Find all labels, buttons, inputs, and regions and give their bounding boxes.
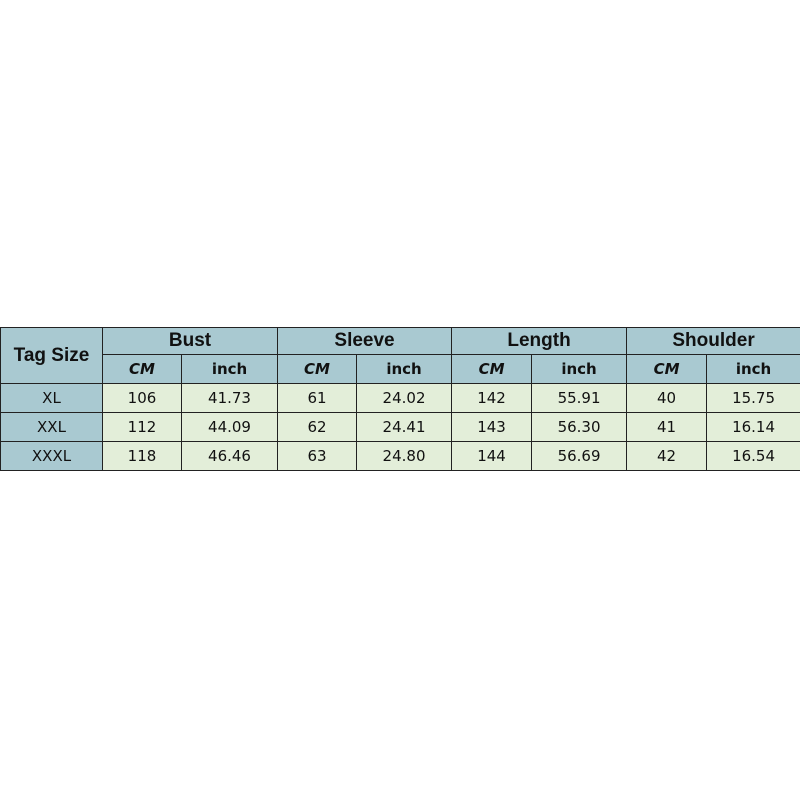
unit-inch-header: inch: [531, 354, 628, 384]
size-cell: XL: [0, 383, 103, 413]
value-cell: 63: [277, 441, 358, 471]
value-cell: 46.46: [180, 441, 279, 471]
unit-cm-header: CM: [102, 354, 182, 384]
unit-cm-header: CM: [451, 354, 533, 384]
value-cell: 56.69: [531, 441, 628, 471]
shoulder-header: Shoulder: [626, 327, 800, 355]
tag-size-header: Tag Size: [0, 327, 103, 384]
table-row: XL 106 41.73 61 24.02 142 55.91 40 15.75: [0, 383, 800, 413]
value-cell: 55.91: [531, 383, 628, 413]
unit-inch-header: inch: [180, 354, 279, 384]
value-cell: 15.75: [706, 383, 800, 413]
value-cell: 41.73: [180, 383, 279, 413]
value-cell: 56.30: [531, 412, 628, 442]
value-cell: 16.14: [706, 412, 800, 442]
value-cell: 112: [102, 412, 182, 442]
value-cell: 24.02: [356, 383, 453, 413]
bust-header: Bust: [101, 327, 279, 355]
value-cell: 24.41: [356, 412, 453, 442]
value-cell: 24.80: [356, 441, 453, 471]
size-cell: XXXL: [0, 441, 103, 471]
value-cell: 118: [102, 441, 182, 471]
unit-cm-header: CM: [626, 354, 708, 384]
value-cell: 144: [451, 441, 533, 471]
unit-inch-header: inch: [356, 354, 453, 384]
unit-cm-header: CM: [277, 354, 358, 384]
size-cell: XXL: [0, 412, 103, 442]
size-chart-table: Tag Size Bust Sleeve Length Shoulder CM …: [0, 327, 800, 471]
value-cell: 142: [451, 383, 533, 413]
value-cell: 42: [626, 441, 708, 471]
length-header: Length: [451, 327, 628, 355]
value-cell: 143: [451, 412, 533, 442]
value-cell: 61: [277, 383, 358, 413]
value-cell: 16.54: [706, 441, 800, 471]
value-cell: 62: [277, 412, 358, 442]
value-cell: 41: [626, 412, 708, 442]
value-cell: 40: [626, 383, 708, 413]
table-row: XXL 112 44.09 62 24.41 143 56.30 41 16.14: [0, 412, 800, 442]
sleeve-header: Sleeve: [277, 327, 453, 355]
value-cell: 106: [102, 383, 182, 413]
value-cell: 44.09: [180, 412, 279, 442]
table-row: XXXL 118 46.46 63 24.80 144 56.69 42 16.54: [0, 441, 800, 471]
unit-inch-header: inch: [706, 354, 800, 384]
